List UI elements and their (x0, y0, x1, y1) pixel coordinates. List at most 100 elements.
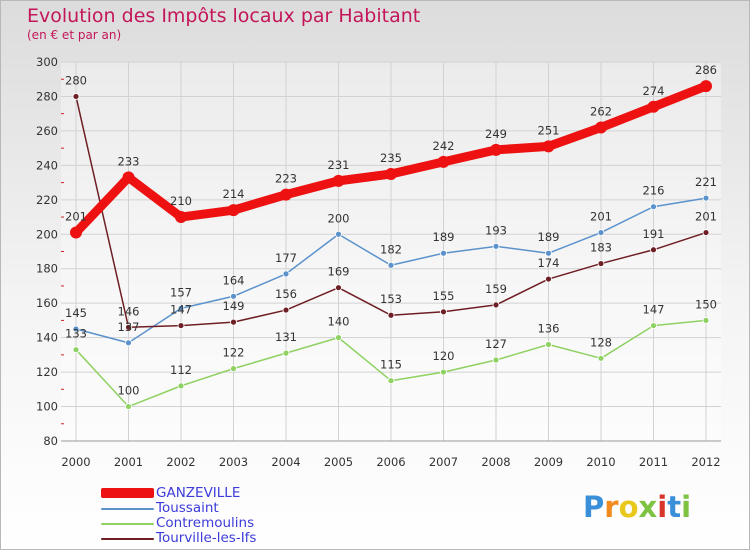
legend-label-tourville: Tourville-les-Ifs (156, 530, 257, 546)
data-labels: 145 137 157 164 177 200 182 189 193 189 201 216 221 1… (65, 63, 717, 397)
data-label-2: 147 (643, 303, 665, 317)
data-label-2: 115 (380, 358, 402, 372)
data-point-3 (230, 318, 237, 326)
data-label-1: 182 (380, 242, 402, 256)
legend-swatch-contremoulins (101, 523, 154, 525)
data-label-1: 221 (695, 175, 717, 189)
y-tick-label: 180 (36, 262, 58, 276)
data-point-2 (545, 341, 552, 348)
data-label-0: 262 (590, 104, 612, 118)
x-tick-label: 2009 (534, 455, 563, 469)
data-label-3: 153 (380, 292, 402, 306)
data-label-0: 214 (223, 187, 245, 201)
data-label-3: 174 (538, 256, 560, 270)
data-label-2: 128 (590, 335, 612, 349)
data-point-1 (335, 230, 342, 238)
data-label-2: 127 (485, 337, 507, 351)
data-label-2: 131 (275, 330, 297, 344)
data-label-2: 100 (118, 384, 140, 398)
data-point-1 (72, 325, 80, 333)
data-point-1 (492, 242, 500, 250)
x-tick-label: 2010 (586, 455, 615, 469)
proxiti-logo: Proxiti (583, 490, 692, 524)
data-label-1: 164 (223, 273, 245, 287)
x-tick-label: 2005 (324, 455, 353, 469)
data-label-0: 233 (118, 154, 140, 168)
data-label-0: 286 (695, 63, 717, 77)
data-label-3: 147 (170, 303, 192, 317)
x-tick-label: 2006 (376, 455, 405, 469)
legend-swatch-toussaint (101, 508, 154, 510)
data-label-1: 193 (485, 223, 507, 237)
data-label-3: 156 (275, 287, 297, 301)
data-label-1: 145 (65, 306, 87, 320)
y-tick-label: 160 (36, 296, 58, 310)
data-point-2 (125, 403, 132, 410)
x-tick-label: 2003 (219, 455, 248, 469)
data-label-3: 149 (223, 299, 245, 313)
data-point-3 (545, 275, 552, 283)
data-label-2: 122 (223, 346, 245, 360)
data-label-0: 201 (65, 210, 87, 224)
y-axis-labels: 80 100 120 140 160 180 200 220 240 260 280 300 (36, 55, 58, 448)
data-point-3 (650, 246, 657, 254)
x-tick-label: 2001 (114, 455, 143, 469)
y-tick-label: 100 (36, 400, 58, 414)
y-tick-label: 300 (36, 55, 58, 69)
x-tick-label: 2002 (166, 455, 195, 469)
data-label-2: 150 (695, 297, 717, 311)
data-label-0: 231 (328, 158, 350, 172)
data-label-1: 157 (170, 285, 192, 299)
y-tick-label: 80 (43, 434, 58, 448)
data-point-3 (702, 229, 710, 236)
data-label-2: 136 (538, 322, 560, 336)
data-label-3: 183 (590, 241, 612, 255)
data-point-3 (72, 93, 80, 100)
data-point-1 (650, 203, 657, 211)
y-tick-label: 200 (36, 227, 58, 241)
legend-swatch-tourville (101, 538, 154, 540)
data-point-2 (282, 349, 290, 357)
data-point-0 (542, 140, 555, 153)
data-label-0: 223 (275, 172, 297, 186)
data-point-2 (387, 377, 395, 385)
data-label-3: 146 (118, 304, 140, 318)
legend-label-ganzeville: GANZEVILLE (156, 485, 241, 501)
y-tick-label: 220 (36, 193, 58, 207)
data-point-0 (175, 211, 187, 224)
data-point-2 (177, 382, 185, 390)
data-label-1: 201 (590, 210, 612, 224)
data-label-0: 210 (170, 194, 192, 208)
data-label-3: 159 (485, 282, 507, 296)
chart-subtitle: (en € et par an) (27, 28, 122, 42)
legend-swatch-ganzeville (101, 488, 154, 498)
data-label-1: 200 (328, 211, 350, 225)
data-label-2: 112 (170, 363, 192, 377)
data-point-2 (597, 354, 605, 362)
data-point-1 (125, 339, 132, 347)
data-label-1: 189 (538, 230, 560, 244)
series-lines (70, 80, 712, 410)
data-point-1 (282, 270, 290, 278)
data-label-0: 251 (538, 123, 560, 137)
y-tick-label: 260 (36, 124, 58, 138)
data-point-2 (335, 334, 342, 342)
data-label-0: 274 (643, 84, 665, 98)
data-label-1: 137 (118, 320, 140, 334)
data-point-0 (227, 204, 240, 217)
legend-label-contremoulins: Contremoulins (156, 515, 255, 531)
data-point-3 (282, 306, 290, 314)
data-point-1 (230, 292, 237, 300)
x-tick-label: 2000 (61, 455, 90, 469)
data-point-3 (387, 311, 395, 319)
data-point-2 (440, 368, 447, 376)
data-label-1: 177 (275, 251, 297, 265)
data-point-3 (440, 308, 447, 316)
data-point-1 (545, 249, 552, 257)
data-label-1: 216 (643, 184, 665, 198)
y-tick-label: 240 (36, 158, 58, 172)
x-tick-label: 2004 (271, 455, 300, 469)
x-tick-label: 2011 (639, 455, 668, 469)
